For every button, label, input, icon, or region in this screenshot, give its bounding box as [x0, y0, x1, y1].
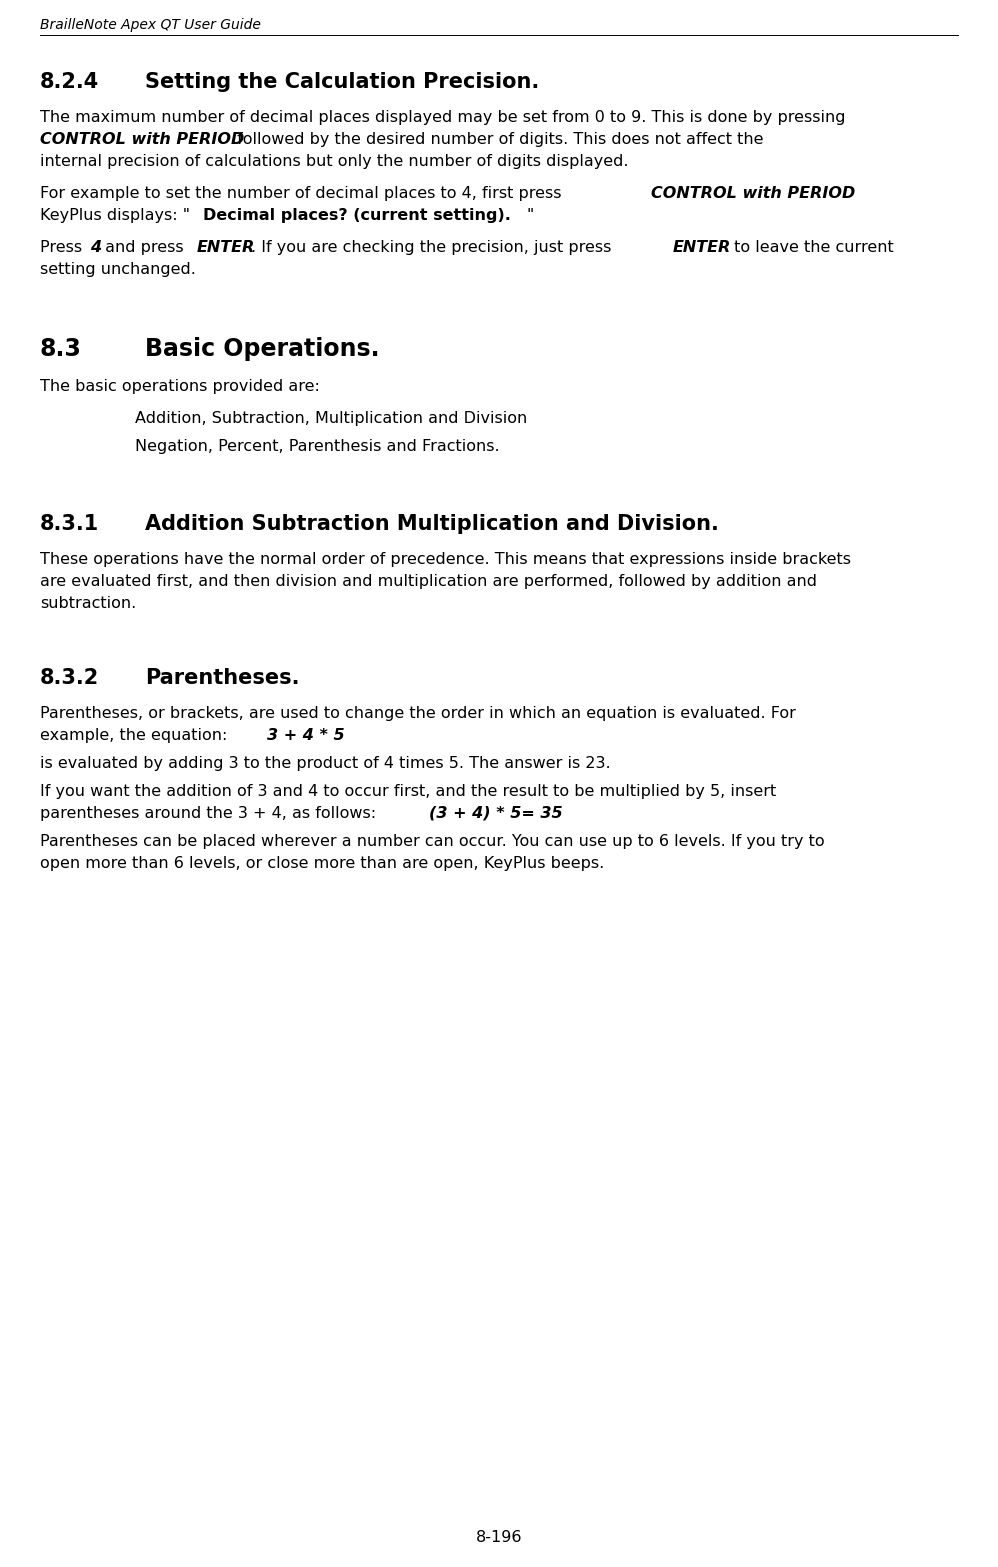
Text: 8.2.4: 8.2.4 [40, 72, 99, 92]
Text: 8.3.1: 8.3.1 [40, 514, 99, 534]
Text: The maximum number of decimal places displayed may be set from 0 to 9. This is d: The maximum number of decimal places dis… [40, 110, 845, 125]
Text: parentheses around the 3 + 4, as follows:: parentheses around the 3 + 4, as follows… [40, 805, 417, 821]
Text: 8.3.2: 8.3.2 [40, 668, 99, 688]
Text: Negation, Percent, Parenthesis and Fractions.: Negation, Percent, Parenthesis and Fract… [135, 439, 499, 454]
Text: setting unchanged.: setting unchanged. [40, 262, 196, 277]
Text: Decimal places? (current setting).: Decimal places? (current setting). [203, 208, 510, 223]
Text: .: . [842, 186, 847, 201]
Text: . If you are checking the precision, just press: . If you are checking the precision, jus… [251, 240, 617, 255]
Text: Parentheses.: Parentheses. [145, 668, 299, 688]
Text: open more than 6 levels, or close more than are open, KeyPlus beeps.: open more than 6 levels, or close more t… [40, 856, 604, 871]
Text: CONTROL with PERIOD: CONTROL with PERIOD [40, 132, 245, 147]
Text: Parentheses can be placed wherever a number can occur. You can use up to 6 level: Parentheses can be placed wherever a num… [40, 834, 824, 849]
Text: 8.3: 8.3 [40, 337, 82, 360]
Text: ": " [527, 208, 534, 223]
Text: Press: Press [40, 240, 87, 255]
Text: Addition, Subtraction, Multiplication and Division: Addition, Subtraction, Multiplication an… [135, 411, 527, 426]
Text: Parentheses, or brackets, are used to change the order in which an equation is e: Parentheses, or brackets, are used to ch… [40, 707, 795, 721]
Text: If you want the addition of 3 and 4 to occur first, and the result to be multipl: If you want the addition of 3 and 4 to o… [40, 784, 776, 799]
Text: subtraction.: subtraction. [40, 595, 136, 611]
Text: CONTROL with PERIOD: CONTROL with PERIOD [651, 186, 855, 201]
Text: Addition Subtraction Multiplication and Division.: Addition Subtraction Multiplication and … [145, 514, 719, 534]
Text: are evaluated first, and then division and multiplication are performed, followe: are evaluated first, and then division a… [40, 574, 817, 589]
Text: is evaluated by adding 3 to the product of 4 times 5. The answer is 23.: is evaluated by adding 3 to the product … [40, 755, 611, 771]
Text: (3 + 4) * 5= 35: (3 + 4) * 5= 35 [429, 805, 563, 821]
Text: 4: 4 [90, 240, 101, 255]
Text: These operations have the normal order of precedence. This means that expression: These operations have the normal order o… [40, 552, 851, 567]
Text: BrailleNote Apex QT User Guide: BrailleNote Apex QT User Guide [40, 17, 260, 31]
Text: Setting the Calculation Precision.: Setting the Calculation Precision. [145, 72, 539, 92]
Text: to leave the current: to leave the current [729, 240, 893, 255]
Text: ENTER: ENTER [673, 240, 731, 255]
Text: example, the equation:: example, the equation: [40, 729, 278, 743]
Text: For example to set the number of decimal places to 4, first press: For example to set the number of decimal… [40, 186, 567, 201]
Text: 8-196: 8-196 [476, 1529, 522, 1545]
Text: KeyPlus displays: ": KeyPlus displays: " [40, 208, 190, 223]
Text: The basic operations provided are:: The basic operations provided are: [40, 379, 319, 393]
Text: and press: and press [100, 240, 189, 255]
Text: 3 + 4 * 5: 3 + 4 * 5 [267, 729, 345, 743]
Text: followed by the desired number of digits. This does not affect the: followed by the desired number of digits… [232, 132, 763, 147]
Text: Basic Operations.: Basic Operations. [145, 337, 379, 360]
Text: ENTER: ENTER [197, 240, 254, 255]
Text: internal precision of calculations but only the number of digits displayed.: internal precision of calculations but o… [40, 154, 629, 169]
